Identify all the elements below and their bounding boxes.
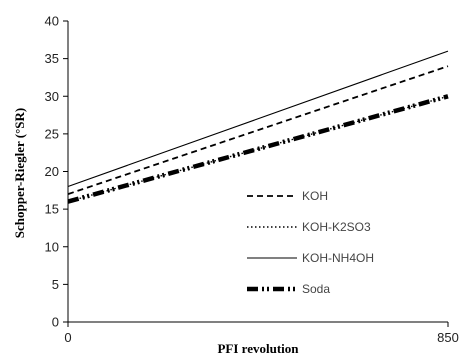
y-tick-label: 30 (45, 89, 59, 104)
x-tick-label: 0 (64, 330, 71, 345)
legend-label: KOH-NH4OH (302, 251, 374, 265)
y-axis-ticks: 0 5 10 15 20 25 30 35 40 (45, 14, 68, 330)
x-axis-ticks: 0 850 (64, 322, 459, 345)
y-axis-title: Schopper-Riegler (°SR) (12, 108, 27, 239)
y-tick-label: 15 (45, 202, 59, 217)
legend: KOH KOH-K2SO3 KOH-NH4OH Soda (247, 189, 374, 296)
y-tick-label: 35 (45, 51, 59, 66)
x-tick-label: 850 (437, 330, 459, 345)
y-tick-label: 40 (45, 14, 59, 29)
y-tick-label: 0 (52, 315, 59, 330)
series-line-koh (67, 65, 449, 195)
series-line-koh-nh4oh (67, 50, 449, 188)
y-tick-label: 5 (52, 277, 59, 292)
y-tick-label: 10 (45, 239, 59, 254)
y-tick-label: 20 (45, 164, 59, 179)
series-line-soda (67, 94, 449, 204)
y-tick-label: 25 (45, 126, 59, 141)
x-axis-title: PFI revolution (217, 341, 299, 356)
legend-label: KOH-K2SO3 (302, 220, 371, 234)
series-lines (67, 50, 449, 204)
legend-label: Soda (302, 282, 330, 296)
legend-label: KOH (302, 189, 328, 203)
